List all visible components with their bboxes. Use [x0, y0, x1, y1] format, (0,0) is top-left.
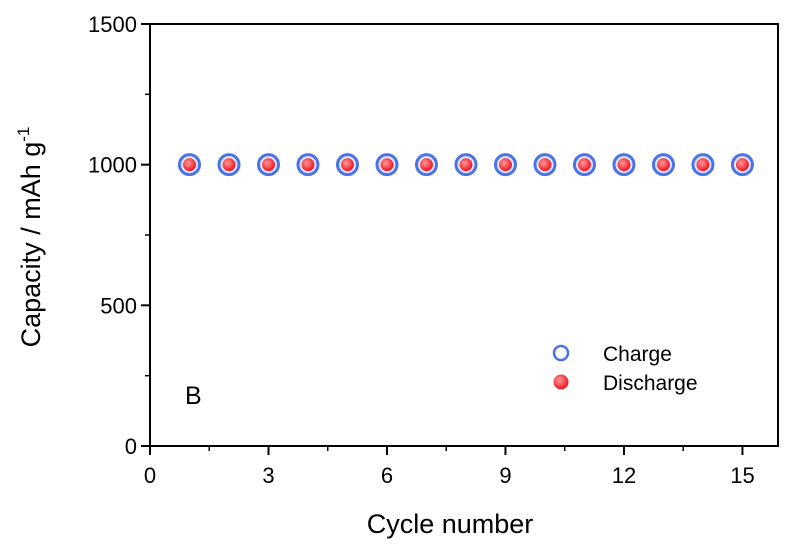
y-tick-label: 500 — [100, 293, 137, 318]
discharge-point — [182, 158, 196, 172]
discharge-point — [735, 158, 749, 172]
discharge-point — [301, 158, 315, 172]
legend: Charge Discharge — [552, 343, 698, 395]
x-tick-label: 3 — [262, 463, 274, 488]
discharge-point — [419, 158, 433, 172]
discharge-point — [459, 158, 473, 172]
y-tick-label: 1500 — [88, 12, 137, 37]
y-axis-title-main: Capacity / mAh g — [16, 142, 46, 348]
x-tick-label: 6 — [381, 463, 393, 488]
discharge-point — [340, 158, 354, 172]
discharge-point — [498, 158, 512, 172]
discharge-point — [696, 158, 710, 172]
discharge-point — [656, 158, 670, 172]
discharge-point — [577, 158, 591, 172]
discharge-point — [380, 158, 394, 172]
axis-ticks — [141, 23, 744, 455]
data-points — [177, 153, 754, 177]
x-tick-label: 15 — [730, 463, 754, 488]
y-axis-title: Capacity / mAh g-1 — [14, 127, 46, 348]
x-tick-label: 9 — [499, 463, 511, 488]
discharge-point — [538, 158, 552, 172]
panel-label: B — [185, 382, 202, 410]
legend-label-charge: Charge — [603, 343, 672, 366]
x-tick-labels: 0 3 6 9 12 15 — [144, 463, 755, 488]
y-axis-title-superscript: -1 — [14, 127, 33, 142]
y-tick-label: 1000 — [88, 153, 137, 178]
x-axis-title: Cycle number — [367, 509, 534, 539]
discharge-point — [261, 158, 275, 172]
x-tick-label: 12 — [612, 463, 636, 488]
y-tick-labels: 0 500 1000 1500 — [88, 12, 137, 459]
legend-label-discharge: Discharge — [603, 372, 698, 395]
discharge-point — [222, 158, 236, 172]
y-tick-label: 0 — [125, 434, 137, 459]
x-tick-label: 0 — [144, 463, 156, 488]
discharge-point — [617, 158, 631, 172]
legend-marker-charge — [552, 344, 570, 362]
legend-marker-discharge — [553, 374, 569, 390]
